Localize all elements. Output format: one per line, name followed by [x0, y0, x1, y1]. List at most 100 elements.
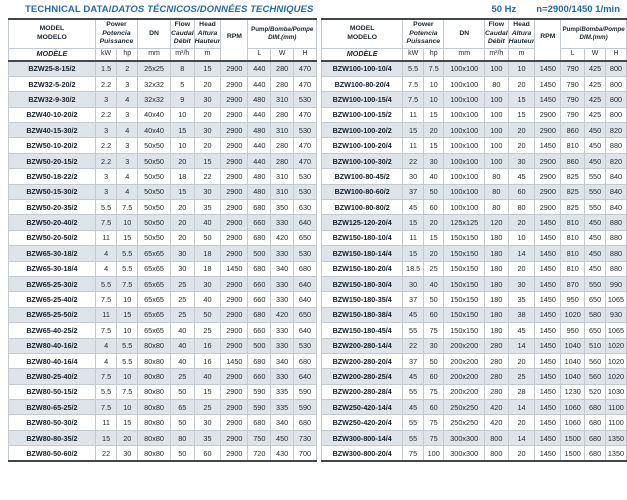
model-cell: BZW200-280-20/4: [320, 352, 404, 370]
table-row: BZW50-20-40/2 7.5 10 50x50 20 40 2900 660 330 640: [8, 214, 317, 231]
table-row: BZW80-50-30/2 11 15 80x80 50 30 2900 680 340 680: [8, 414, 317, 431]
value-cell: 340: [270, 260, 295, 277]
model-cell: BZW100-100-10/4: [320, 60, 404, 77]
value-cell: 25: [193, 322, 222, 339]
value-cell: 15: [402, 122, 424, 139]
value-cell: 680: [247, 414, 272, 431]
value-cell: 150x150: [443, 322, 485, 339]
value-cell: 1450: [220, 260, 249, 277]
value-cell: 80x80: [137, 399, 171, 416]
value-cell: 80: [484, 183, 509, 201]
value-cell: 80x80: [137, 383, 171, 401]
pump-table-left: MODEL MODELO Power Potencia Puissance DN Fl…: [8, 18, 317, 463]
model-cell: BZW100-100-20/4: [320, 137, 404, 154]
value-cell: 790: [560, 75, 586, 93]
value-cell: 2900: [220, 229, 249, 247]
value-cell: 11: [94, 229, 118, 247]
value-cell: 8: [169, 60, 195, 77]
value-cell: 7.5: [116, 275, 139, 293]
value-cell: 7.5: [94, 368, 118, 385]
value-cell: 810: [560, 229, 586, 247]
value-cell: 50x50: [137, 214, 171, 231]
value-cell: 820: [605, 152, 627, 170]
value-cell: 1450: [534, 245, 562, 262]
table-row: BZW100-80-45/2 30 40 100x100 80 45 2900 825 550 8…: [320, 168, 627, 185]
value-cell: 640: [293, 214, 317, 231]
value-cell: 1450: [534, 306, 562, 324]
value-cell: 880: [605, 229, 627, 247]
value-cell: 100: [484, 122, 509, 139]
value-cell: 2900: [534, 183, 562, 201]
table-row: BZW250-420-20/4 55 75 250x250 420 20 1450 1060 6…: [320, 414, 627, 431]
unit-hp: hp: [116, 47, 139, 62]
value-cell: 11: [402, 137, 424, 154]
value-cell: 37: [402, 291, 424, 308]
table-row: BZW125-120-20/4 15 20 125x125 120 20 1450 810 45…: [320, 214, 627, 231]
value-cell: 35: [193, 429, 222, 447]
value-cell: 420: [270, 306, 295, 324]
value-cell: 310: [270, 122, 295, 139]
value-cell: 330: [270, 245, 295, 262]
table-row: BZW100-100-10/4 5.5 7.5 100x100 100 10 1450 790…: [320, 60, 627, 77]
value-cell: 80x80: [137, 414, 171, 431]
col-header-head: Head Altura Hauteur: [193, 18, 222, 49]
table-row: BZW150-180-30/4 30 40 150x150 180 30 1450 870 55…: [320, 275, 627, 293]
value-cell: 825: [560, 183, 586, 201]
pump-table-right-body: BZW100-100-10/4 5.5 7.5 100x100 100 10 1450 790…: [320, 60, 627, 462]
value-cell: 1230: [560, 383, 586, 401]
table-row: BZW50-20-15/2 2.2 3 50x50 20 15 2900 440 280 470: [8, 152, 317, 170]
value-cell: 700: [293, 445, 317, 462]
value-cell: 55: [402, 429, 424, 447]
value-cell: 80: [507, 199, 536, 216]
value-cell: 1060: [560, 414, 586, 431]
value-cell: 720: [247, 445, 272, 462]
value-cell: 2900: [220, 245, 249, 262]
table-row: BZW65-25-40/2 7.5 10 65x65 25 40 2900 660 330 640: [8, 291, 317, 308]
value-cell: 5.5: [94, 275, 118, 293]
value-cell: 3: [116, 137, 139, 154]
unit-kw: kW: [402, 47, 424, 62]
value-cell: 4: [116, 122, 139, 139]
value-cell: 30: [193, 183, 222, 201]
value-cell: 9: [169, 91, 195, 108]
value-cell: 30: [116, 445, 139, 462]
value-cell: 340: [270, 414, 295, 431]
unit-h: H: [605, 47, 627, 62]
value-cell: 180: [484, 245, 509, 262]
value-cell: 250x250: [443, 414, 485, 431]
table-row: BZW100-100-15/2 11 15 100x100 100 15 2900 790 42…: [320, 106, 627, 124]
topbar: TECHNICAL DATA/DATOS TÉCNICOS/DONNÉES TE…: [8, 4, 620, 15]
value-cell: 11: [402, 106, 424, 124]
value-cell: 840: [605, 168, 627, 185]
value-cell: 22: [193, 168, 222, 185]
value-cell: 680: [293, 414, 317, 431]
value-cell: 2900: [220, 368, 249, 385]
value-cell: 650: [293, 306, 317, 324]
table-row: BZW100-100-20/2 15 20 100x100 100 20 2900 860 45…: [320, 122, 627, 139]
value-cell: 420: [270, 229, 295, 247]
unit-h: H: [293, 47, 317, 62]
value-cell: 200x200: [443, 368, 485, 385]
value-cell: 450: [584, 152, 606, 170]
value-cell: 2.2: [94, 75, 118, 93]
value-cell: 10: [422, 91, 445, 108]
value-cell: 425: [584, 106, 606, 124]
unit-flow: m³/h: [484, 47, 509, 62]
value-cell: 2900: [220, 152, 249, 170]
value-cell: 30: [402, 275, 424, 293]
value-cell: 80x80: [137, 429, 171, 447]
value-cell: 50: [193, 229, 222, 247]
value-cell: 330: [270, 368, 295, 385]
value-cell: 3: [94, 122, 118, 139]
value-cell: 1450: [534, 214, 562, 231]
value-cell: 25: [422, 260, 445, 277]
value-cell: 100: [484, 137, 509, 154]
table-row: BZW150-180-35/4 37 50 150x150 180 35 1450 950 65…: [320, 291, 627, 308]
value-cell: 840: [605, 199, 627, 216]
value-cell: 20: [422, 214, 445, 231]
model-cell: BZW80-65-25/2: [8, 399, 96, 416]
value-cell: 20: [169, 214, 195, 231]
value-cell: 480: [247, 91, 272, 108]
value-cell: 530: [293, 91, 317, 108]
value-cell: 100: [484, 106, 509, 124]
